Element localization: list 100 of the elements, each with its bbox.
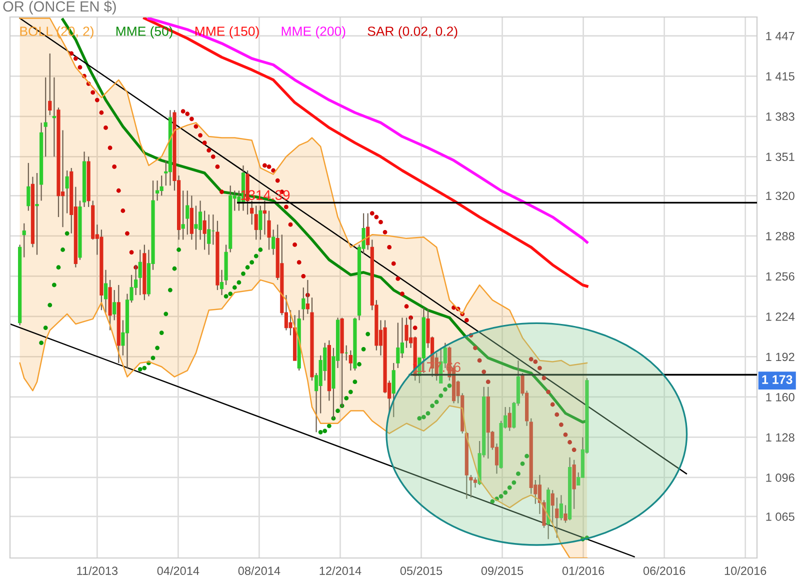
y-tick-label: 1 351 — [766, 152, 794, 162]
point — [232, 285, 237, 290]
candlestick — [52, 76, 56, 158]
y-tick-label: 1 415 — [766, 72, 794, 81]
candlestick — [186, 190, 190, 236]
point — [426, 411, 430, 416]
candlestick — [138, 249, 142, 296]
y-tick-label: 1 320 — [766, 192, 794, 200]
point — [150, 356, 156, 360]
point — [326, 424, 332, 428]
candlestick — [572, 459, 576, 510]
x-tick-label: 04/2014 — [157, 566, 200, 576]
candlestick — [348, 350, 352, 372]
point — [524, 454, 530, 458]
point — [48, 302, 52, 308]
point — [516, 472, 520, 476]
y-tick-label: 1 065 — [766, 512, 794, 521]
x-tick-label: 11/2013 — [77, 566, 118, 576]
candlestick — [194, 205, 198, 250]
line-series — [147, 17, 588, 244]
point — [64, 231, 70, 236]
point — [56, 265, 61, 270]
point — [245, 265, 250, 270]
candlestick — [198, 200, 202, 240]
point — [503, 490, 508, 495]
point — [322, 428, 328, 434]
point — [172, 266, 177, 271]
candlestick — [396, 322, 400, 369]
point — [336, 408, 340, 413]
candlestick — [48, 52, 52, 116]
point — [438, 394, 444, 398]
point — [60, 248, 65, 252]
point — [236, 280, 242, 285]
point — [228, 292, 233, 296]
y-tick-label: 1 192 — [766, 352, 794, 362]
point — [417, 416, 422, 421]
y-tick-label: 1 096 — [766, 474, 794, 482]
candlestick — [559, 494, 563, 521]
candlestick — [392, 362, 396, 418]
x-tick-label: 08/2014 — [238, 566, 280, 576]
y-tick-label: 1 256 — [766, 272, 794, 281]
x-tick-label: 06/2016 — [643, 566, 686, 576]
point — [52, 282, 56, 288]
x-tick-label: 01/2016 — [562, 566, 604, 576]
point — [442, 387, 448, 392]
point — [224, 294, 228, 299]
candlestick — [272, 229, 276, 256]
point — [422, 414, 426, 420]
candlestick — [104, 269, 108, 314]
candlestick — [302, 286, 306, 321]
candlestick — [65, 170, 69, 214]
y-tick-label: 1 383 — [766, 112, 794, 121]
chart-title: OR (ONCE EN $) — [3, 0, 116, 14]
candlestick — [181, 190, 185, 240]
point — [366, 332, 370, 336]
candlestick — [366, 212, 370, 250]
candlestick — [160, 174, 164, 196]
point — [258, 248, 263, 252]
point — [512, 480, 516, 485]
point — [159, 330, 164, 335]
candlestick — [112, 289, 116, 321]
point — [250, 260, 254, 265]
x-tick-label: 09/2015 — [481, 566, 524, 576]
x-tick-label: 12/2014 — [320, 566, 362, 576]
x-tick-label: 05/2015 — [400, 566, 442, 576]
point — [348, 390, 353, 394]
candlestick — [220, 269, 224, 296]
candlestick — [555, 497, 559, 538]
candlestick — [254, 205, 258, 240]
y-tick-label: 1 224 — [766, 312, 795, 321]
candlestick — [262, 200, 267, 236]
point — [241, 271, 246, 276]
point — [176, 248, 181, 252]
candlestick — [156, 180, 160, 202]
point — [434, 400, 439, 404]
point — [520, 461, 525, 466]
point — [344, 396, 349, 400]
point — [142, 366, 147, 370]
candlestick — [473, 476, 478, 488]
y-tick-label: 1 160 — [766, 392, 794, 402]
candlestick — [550, 490, 554, 525]
point — [498, 494, 504, 499]
point — [155, 346, 160, 350]
point — [168, 288, 172, 292]
point — [447, 383, 452, 388]
series-label: MME (150) — [195, 26, 259, 39]
point — [254, 254, 258, 258]
y-tick-label: 1 288 — [766, 232, 794, 240]
point — [507, 485, 512, 490]
point — [318, 430, 323, 434]
point — [138, 367, 142, 372]
point — [164, 312, 168, 316]
annotation: 1 173 — [762, 375, 792, 384]
text: MME (200) — [282, 26, 346, 39]
candlestick — [35, 172, 39, 256]
line-series — [19, 279, 588, 558]
point — [43, 326, 48, 330]
candlestick — [202, 210, 206, 250]
candlestick — [207, 214, 211, 256]
candlestick — [469, 474, 473, 498]
